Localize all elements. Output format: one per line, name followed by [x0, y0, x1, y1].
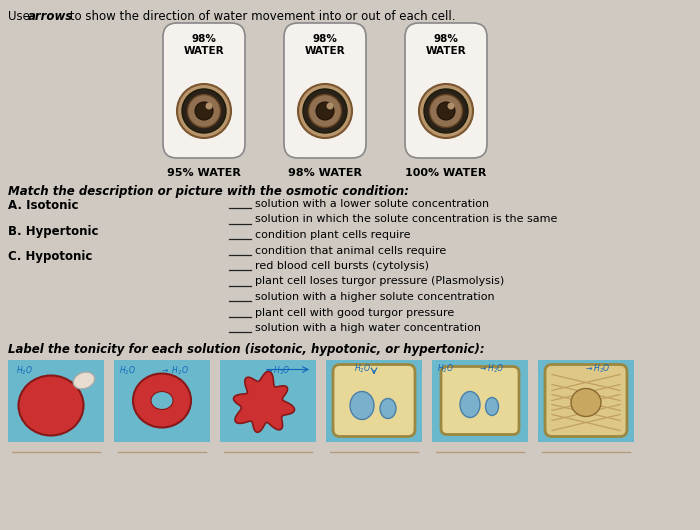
Text: 98%
WATER: 98% WATER: [304, 34, 345, 56]
Bar: [114, 359, 210, 441]
Ellipse shape: [133, 374, 191, 428]
Ellipse shape: [447, 102, 454, 110]
Text: $H_2O$: $H_2O$: [437, 363, 454, 375]
Bar: [8, 359, 104, 441]
Ellipse shape: [460, 392, 480, 418]
Text: Match the description or picture with the osmotic condition:: Match the description or picture with th…: [8, 185, 409, 198]
Text: plant cell loses turgor pressure (Plasmolysis): plant cell loses turgor pressure (Plasmo…: [255, 277, 504, 287]
Ellipse shape: [188, 94, 220, 128]
Ellipse shape: [177, 84, 231, 138]
Ellipse shape: [151, 392, 173, 410]
Bar: [220, 359, 316, 441]
Text: solution with a lower solute concentration: solution with a lower solute concentrati…: [255, 199, 489, 209]
Ellipse shape: [430, 94, 463, 128]
Ellipse shape: [74, 372, 95, 389]
Text: $\rightarrow H_2O$: $\rightarrow H_2O$: [584, 363, 610, 375]
Bar: [326, 359, 422, 441]
Ellipse shape: [419, 84, 473, 138]
FancyBboxPatch shape: [284, 23, 366, 158]
Ellipse shape: [316, 102, 334, 120]
Text: arrows: arrows: [28, 10, 74, 23]
Ellipse shape: [437, 102, 455, 120]
Text: $H_2O$: $H_2O$: [119, 365, 136, 377]
Text: B. Hypertonic: B. Hypertonic: [8, 225, 99, 238]
Text: condition that animal cells require: condition that animal cells require: [255, 245, 447, 255]
FancyBboxPatch shape: [441, 367, 519, 435]
Text: solution with a higher solute concentration: solution with a higher solute concentrat…: [255, 292, 495, 302]
Text: $H_2O$: $H_2O$: [354, 363, 371, 375]
Polygon shape: [234, 372, 295, 432]
Ellipse shape: [18, 375, 83, 436]
Ellipse shape: [486, 398, 498, 416]
Text: to show the direction of water movement into or out of each cell.: to show the direction of water movement …: [66, 10, 456, 23]
Text: $H_2O$: $H_2O$: [16, 365, 33, 377]
Text: $\rightarrow H_2O$: $\rightarrow H_2O$: [264, 365, 290, 377]
Text: plant cell with good turgor pressure: plant cell with good turgor pressure: [255, 307, 454, 317]
Text: 98% WATER: 98% WATER: [288, 168, 362, 178]
Text: A. Isotonic: A. Isotonic: [8, 199, 78, 212]
Text: solution with a high water concentration: solution with a high water concentration: [255, 323, 481, 333]
Text: condition plant cells require: condition plant cells require: [255, 230, 410, 240]
Ellipse shape: [206, 102, 213, 110]
Text: C. Hypotonic: C. Hypotonic: [8, 250, 92, 263]
Text: 98%
WATER: 98% WATER: [426, 34, 466, 56]
Bar: [432, 359, 528, 441]
Ellipse shape: [303, 89, 347, 133]
Text: red blood cell bursts (cytolysis): red blood cell bursts (cytolysis): [255, 261, 429, 271]
Ellipse shape: [298, 84, 352, 138]
FancyBboxPatch shape: [333, 365, 415, 437]
Ellipse shape: [424, 89, 468, 133]
Ellipse shape: [309, 94, 342, 128]
FancyBboxPatch shape: [545, 365, 627, 437]
Ellipse shape: [182, 89, 226, 133]
FancyBboxPatch shape: [163, 23, 245, 158]
Ellipse shape: [195, 102, 213, 120]
Ellipse shape: [380, 399, 396, 419]
Ellipse shape: [326, 102, 333, 110]
Ellipse shape: [571, 388, 601, 417]
Text: 100% WATER: 100% WATER: [405, 168, 486, 178]
Bar: [538, 359, 634, 441]
FancyBboxPatch shape: [405, 23, 487, 158]
Text: Use: Use: [8, 10, 34, 23]
Text: Label the tonicity for each solution (isotonic, hypotonic, or hypertonic):: Label the tonicity for each solution (is…: [8, 343, 484, 357]
Ellipse shape: [350, 392, 374, 420]
Text: 98%
WATER: 98% WATER: [183, 34, 224, 56]
Text: $\rightarrow H_2O$: $\rightarrow H_2O$: [478, 363, 505, 375]
Text: $\rightarrow\ H_2O$: $\rightarrow\ H_2O$: [160, 365, 189, 377]
Text: solution in which the solute concentration is the same: solution in which the solute concentrati…: [255, 215, 557, 225]
Text: 95% WATER: 95% WATER: [167, 168, 241, 178]
